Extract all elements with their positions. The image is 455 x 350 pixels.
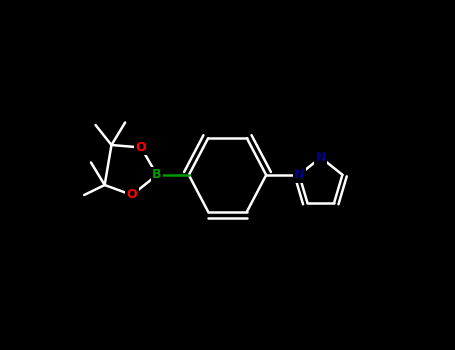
Text: B: B	[152, 168, 162, 182]
Text: N: N	[316, 151, 326, 164]
Text: O: O	[136, 141, 147, 154]
Text: O: O	[126, 189, 137, 202]
Text: N: N	[294, 168, 304, 181]
